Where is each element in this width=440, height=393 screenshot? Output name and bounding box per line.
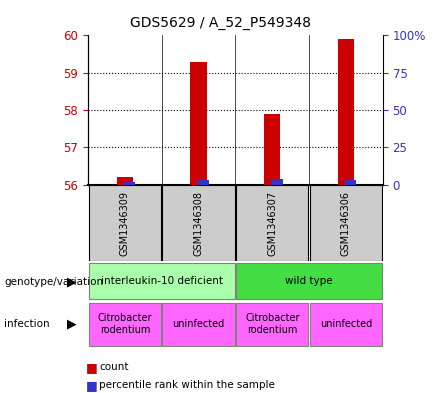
FancyBboxPatch shape xyxy=(236,303,308,346)
Text: ▶: ▶ xyxy=(67,275,77,289)
Text: infection: infection xyxy=(4,319,50,329)
Text: percentile rank within the sample: percentile rank within the sample xyxy=(99,380,275,390)
FancyBboxPatch shape xyxy=(236,185,308,261)
FancyBboxPatch shape xyxy=(310,303,382,346)
Text: genotype/variation: genotype/variation xyxy=(4,277,103,287)
Text: GDS5629 / A_52_P549348: GDS5629 / A_52_P549348 xyxy=(129,16,311,30)
Bar xyxy=(191,62,207,185)
Bar xyxy=(124,182,136,185)
Text: ▶: ▶ xyxy=(67,318,77,331)
Text: uninfected: uninfected xyxy=(172,319,225,329)
Bar xyxy=(345,180,356,185)
Text: GSM1346308: GSM1346308 xyxy=(194,191,204,255)
Text: Citrobacter
rodentium: Citrobacter rodentium xyxy=(98,314,152,335)
Bar xyxy=(338,39,354,185)
FancyBboxPatch shape xyxy=(89,263,235,299)
Text: ■: ■ xyxy=(86,378,98,392)
Bar xyxy=(271,179,283,185)
FancyBboxPatch shape xyxy=(310,185,382,261)
Text: ■: ■ xyxy=(86,361,98,374)
Text: GSM1346307: GSM1346307 xyxy=(267,191,277,255)
Text: GSM1346309: GSM1346309 xyxy=(120,191,130,255)
FancyBboxPatch shape xyxy=(89,303,161,346)
FancyBboxPatch shape xyxy=(162,185,235,261)
Text: Citrobacter
rodentium: Citrobacter rodentium xyxy=(245,314,300,335)
Bar xyxy=(198,180,209,185)
Bar xyxy=(117,177,133,185)
Text: count: count xyxy=(99,362,128,373)
FancyBboxPatch shape xyxy=(162,303,235,346)
Text: interleukin-10 deficient: interleukin-10 deficient xyxy=(101,276,223,286)
FancyBboxPatch shape xyxy=(236,263,382,299)
Text: uninfected: uninfected xyxy=(320,319,372,329)
Text: wild type: wild type xyxy=(285,276,333,286)
FancyBboxPatch shape xyxy=(89,185,161,261)
Text: GSM1346306: GSM1346306 xyxy=(341,191,351,255)
Bar xyxy=(264,114,280,185)
